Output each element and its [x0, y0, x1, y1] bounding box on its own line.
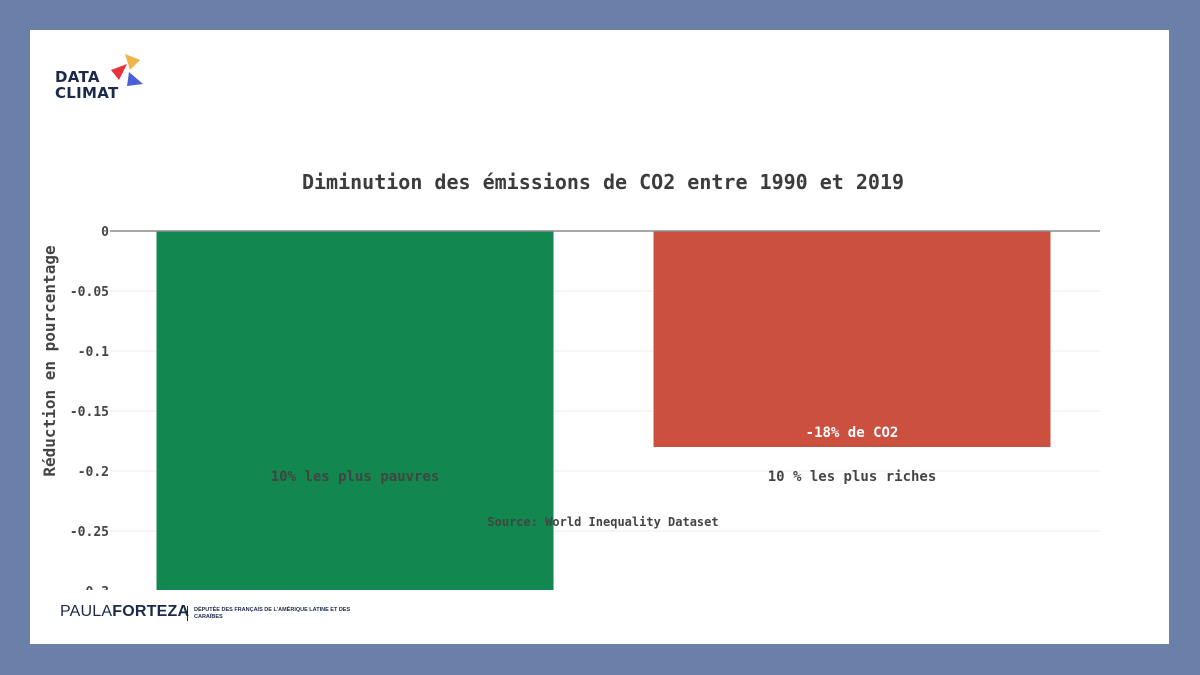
- bar-value-label: -18% de CO2: [806, 425, 899, 441]
- bar-chart: Diminution des émissions de CO2 entre 19…: [40, 170, 1100, 590]
- y-tick-label: -0.15: [70, 405, 109, 420]
- chart-title: Diminution des émissions de CO2 entre 19…: [302, 170, 904, 194]
- x-category-label: 10 % les plus riches: [768, 469, 937, 485]
- brand-name: PAULAFORTEZA: [60, 603, 189, 621]
- brand-tagline: Députée des Français de l'Amérique latin…: [194, 607, 351, 620]
- y-tick-label: -0.05: [70, 285, 109, 300]
- slide-card: DATA CLIMAT Diminution des émissions de …: [30, 30, 1169, 644]
- x-axis-categories: 10% les plus pauvres 10 % les plus riches: [271, 469, 937, 485]
- bar-1: [156, 231, 554, 590]
- y-tick-label: -0.3: [78, 585, 109, 590]
- y-tick-label: 0: [101, 225, 109, 240]
- brand-name-bold: FORTEZA: [112, 603, 190, 620]
- logo-triangles-icon: [111, 54, 143, 86]
- x-category-label: 10% les plus pauvres: [271, 469, 440, 485]
- brand-divider: [187, 606, 188, 621]
- y-tick-label: -0.2: [78, 465, 109, 480]
- logo-line-2: CLIMAT: [55, 84, 119, 102]
- data-climat-logo: DATA CLIMAT: [55, 52, 155, 112]
- brand-name-light: PAULA: [60, 603, 113, 620]
- chart-bars: -36% de CO2-18% de CO2: [156, 231, 1051, 590]
- y-tick-label: -0.1: [78, 345, 109, 360]
- y-tick-label: -0.25: [70, 525, 109, 540]
- bar-2: [653, 231, 1051, 447]
- logo-line-1: DATA: [55, 68, 100, 86]
- y-axis-label: Réduction en pourcentage: [40, 245, 59, 476]
- y-axis-ticks: 0-0.05-0.1-0.15-0.2-0.25-0.3-0.35: [70, 225, 109, 590]
- source-note: Source: World Inequality Dataset: [487, 515, 718, 529]
